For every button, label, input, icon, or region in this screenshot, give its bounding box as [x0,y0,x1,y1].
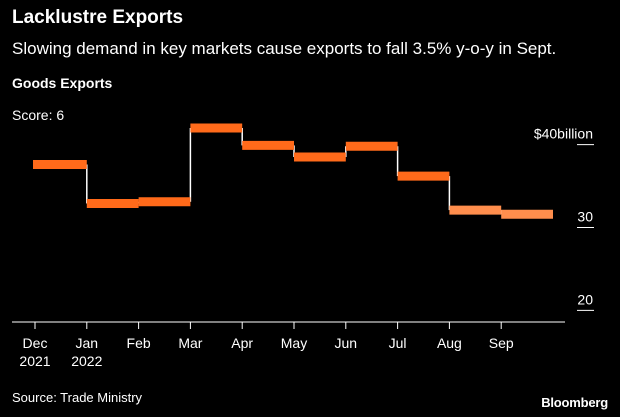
x-tick-label-1: Jan [76,335,99,351]
source-note: Source: Trade Ministry [12,390,143,405]
x-tick-label-0: Dec [23,335,48,351]
score-label: Score: 6 [12,107,65,123]
y-tick-label-1: 30 [577,208,593,224]
x-tick-label-7: Jul [389,335,407,351]
bloomberg-logo: Bloomberg [541,395,608,410]
x-tick-label-4: Apr [231,335,253,351]
y-tick-label-2: 20 [577,291,593,307]
x-tick-label-8: Aug [437,335,462,351]
x-tick-sublabel-1: 2022 [71,353,102,369]
x-tick-label-6: Jun [335,335,358,351]
chart-subtitle: Slowing demand in key markets cause expo… [12,39,557,58]
y-tick-label-0: $40billion [534,126,593,142]
x-tick-sublabel-0: 2021 [19,353,50,369]
x-tick-label-2: Feb [127,335,151,351]
x-tick-label-5: May [281,335,307,351]
panel-title: Goods Exports [12,75,113,91]
chart-title: Lacklustre Exports [12,7,184,28]
x-tick-label-9: Sep [489,335,514,351]
x-tick-label-3: Mar [178,335,202,351]
